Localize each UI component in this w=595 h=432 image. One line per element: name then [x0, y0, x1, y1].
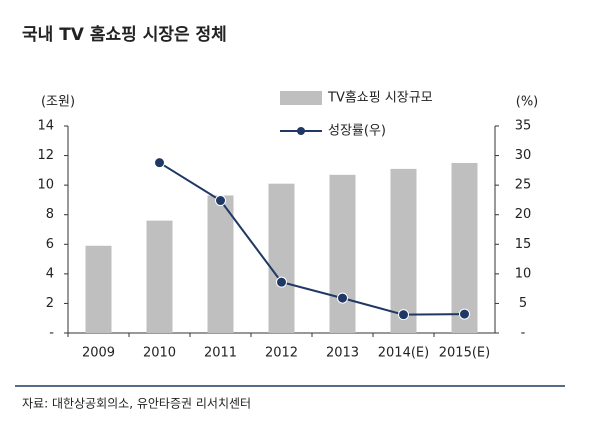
- y-tick-label: 14: [37, 119, 54, 134]
- bar: [268, 183, 295, 333]
- y-tick-label: 4: [46, 266, 54, 281]
- y2-tick-label: 30: [515, 148, 532, 163]
- bar: [451, 162, 478, 333]
- x-tick-label: 2014(E): [378, 346, 429, 361]
- bar: [329, 174, 356, 333]
- x-tick-label: 2010: [143, 346, 176, 361]
- y2-tick-label: 10: [515, 266, 532, 281]
- y2-tick-label: -: [521, 326, 526, 341]
- y-tick-label: 2: [46, 296, 54, 311]
- x-tick-label: 2009: [82, 346, 115, 361]
- bar: [85, 245, 112, 333]
- bar: [146, 220, 173, 333]
- y2-axis-label: (%): [516, 95, 539, 110]
- title: 국내 TV 홈쇼핑 시장은 정체: [22, 24, 227, 45]
- bar: [207, 195, 234, 333]
- y-tick-label: -: [49, 326, 54, 341]
- line: [158, 161, 465, 316]
- x-tick-label: 2012: [265, 346, 298, 361]
- y-tick-label: 12: [37, 148, 54, 163]
- y2-tick-label: 15: [515, 237, 532, 252]
- y2-tick-label: 20: [515, 207, 532, 222]
- point: [276, 276, 287, 288]
- y-tick-label: 6: [46, 237, 54, 252]
- legend-label: 성장률(우): [328, 124, 386, 139]
- legend-swatch: [280, 91, 322, 105]
- point: [154, 157, 165, 169]
- point: [215, 195, 226, 207]
- y2-tick-label: 25: [515, 178, 532, 193]
- point: [459, 308, 470, 320]
- y2-tick-label: 5: [519, 296, 527, 311]
- y2-tick-label: 35: [515, 119, 532, 134]
- y-tick-label: 8: [46, 207, 54, 222]
- x-tick-label: 2013: [326, 346, 359, 361]
- x-tick-label: 2015(E): [439, 346, 490, 361]
- y-axis-label: (조원): [41, 95, 75, 110]
- legend-swatch: [297, 127, 305, 135]
- x-tick-label: 2011: [204, 346, 237, 361]
- bar: [390, 168, 417, 333]
- y-tick-label: 10: [37, 178, 54, 193]
- point: [337, 292, 348, 304]
- point: [398, 309, 409, 321]
- legend-label: TV홈쇼핑 시장규모: [327, 91, 433, 106]
- source: 자료: 대한상공회의소, 유안타증권 리서치센터: [22, 397, 251, 411]
